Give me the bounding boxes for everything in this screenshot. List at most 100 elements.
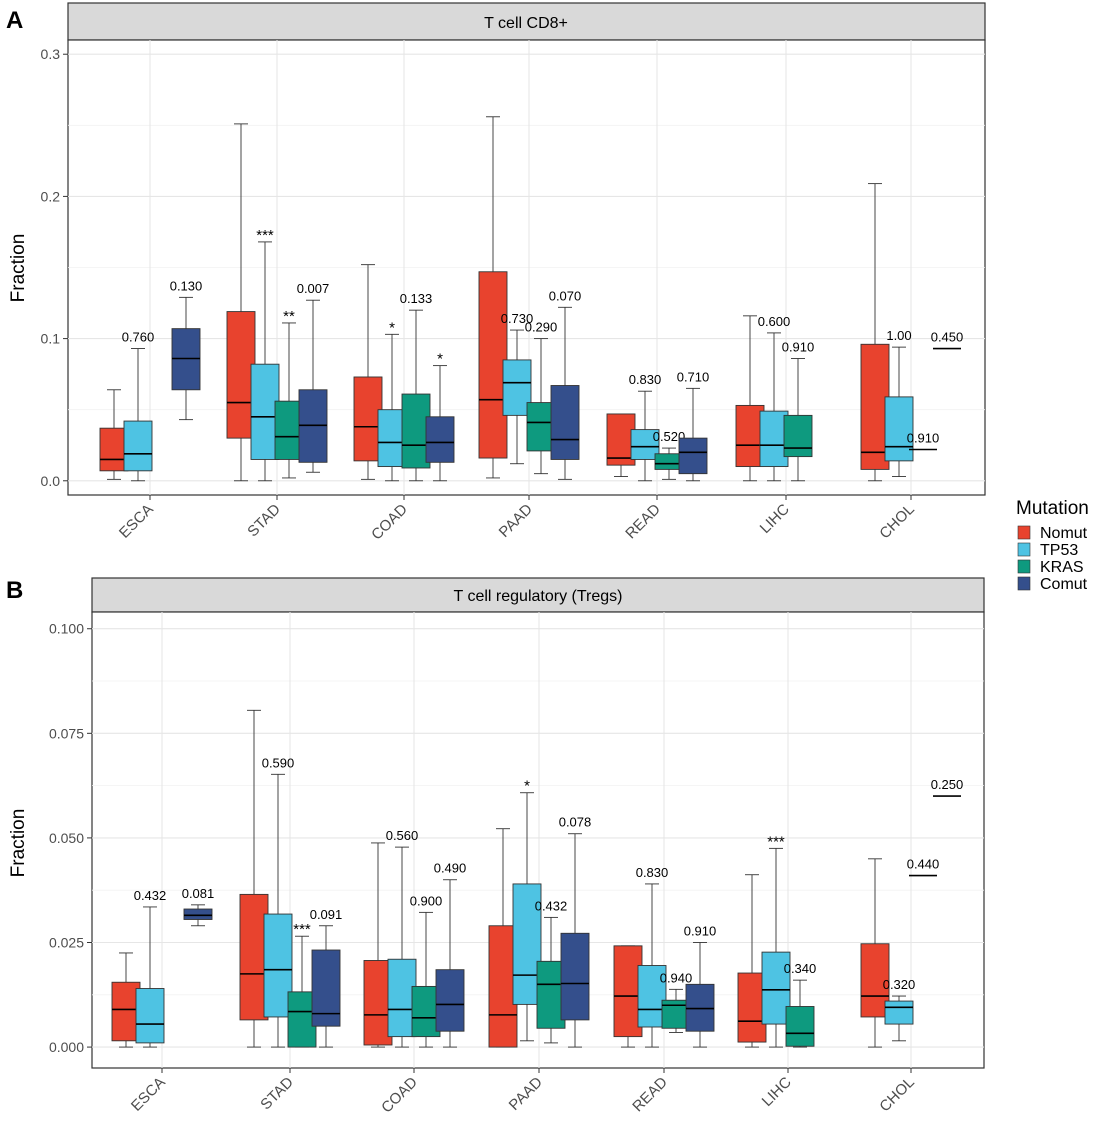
box-paad-comut: 0.078 — [559, 815, 592, 1048]
p-value-label: 0.910 — [907, 431, 940, 446]
x-tick-label-read: READ — [629, 1074, 671, 1116]
box-coad-tp53: 0.560 — [386, 828, 418, 1048]
iqr-box — [263, 913, 293, 1018]
box-stad-tp53: 0.590 — [262, 755, 294, 1048]
p-value-label: 0.091 — [310, 907, 343, 922]
legend-label: KRAS — [1040, 559, 1084, 576]
iqr-box — [613, 945, 643, 1038]
iqr-box — [183, 908, 213, 920]
iqr-box — [735, 404, 765, 468]
p-value-label: 1.00 — [886, 328, 911, 343]
iqr-box — [425, 416, 455, 463]
y-tick-label: 0.025 — [49, 934, 84, 950]
x-tick-label-chol: CHOL — [876, 501, 917, 542]
box-stad-kras: *** — [287, 921, 317, 1048]
p-value-label: *** — [767, 833, 785, 850]
box-read-kras: 0.940 — [660, 970, 693, 1033]
iqr-box — [606, 413, 636, 466]
legend-label: TP53 — [1040, 542, 1078, 559]
box-lihc-tp53: *** — [761, 833, 791, 1048]
iqr-box — [111, 981, 141, 1042]
p-value-label: 0.133 — [400, 291, 433, 306]
box-esca-tp53: 0.432 — [134, 888, 166, 1048]
p-value-label: 0.340 — [784, 961, 817, 976]
box-coad-nomut — [353, 264, 383, 480]
p-value-label: ** — [283, 308, 295, 325]
y-tick-label: 0.100 — [49, 621, 84, 637]
iqr-box — [860, 343, 890, 470]
iqr-box — [550, 385, 580, 460]
p-value-label: 0.760 — [122, 330, 155, 345]
panel-b-label: B — [6, 577, 23, 604]
legend-item-tp53: TP53 — [1017, 542, 1078, 559]
box-coad-nomut — [363, 842, 393, 1048]
p-value-label: * — [437, 351, 443, 368]
box-paad-tp53: * — [512, 778, 542, 1042]
panel-a-x-axis: ESCA STAD COAD PAAD READ LIHC CHOL — [116, 495, 918, 543]
iqr-box — [287, 991, 317, 1048]
p-value-label: 0.730 — [501, 311, 534, 326]
box-paad-nomut — [488, 828, 518, 1048]
box-lihc-nomut — [735, 315, 765, 482]
box-chol-tp53: 0.320 — [883, 977, 915, 1042]
box-paad-kras: 0.290 — [525, 320, 557, 475]
iqr-box — [311, 949, 341, 1027]
x-tick-label-stad: STAD — [244, 501, 284, 541]
panel-b: B T cell regulatory (Tregs) 0.0000.0250.… — [6, 577, 985, 1116]
x-tick-label-coad: COAD — [368, 501, 411, 544]
box-read-nomut — [613, 945, 643, 1048]
p-value-label: 0.130 — [170, 278, 203, 293]
iqr-box — [526, 402, 556, 452]
p-value-label: 0.910 — [684, 923, 717, 938]
iqr-box — [239, 893, 269, 1021]
box-read-tp53: 0.830 — [636, 865, 668, 1048]
p-value-label: 0.900 — [410, 893, 443, 908]
box-paad-nomut — [478, 116, 508, 479]
iqr-box — [785, 1006, 815, 1047]
iqr-box — [685, 983, 715, 1032]
iqr-box — [637, 965, 667, 1028]
x-tick-label-paad: PAAD — [506, 1074, 546, 1114]
iqr-box — [759, 410, 789, 468]
y-tick-label: 0.050 — [49, 830, 84, 846]
box-lihc-tp53: 0.600 — [758, 314, 790, 482]
p-value-label: 0.940 — [660, 970, 693, 985]
box-esca-tp53: 0.760 — [122, 330, 155, 482]
box-esca-comut: 0.081 — [182, 886, 214, 927]
iqr-box — [274, 400, 304, 460]
x-tick-label-esca: ESCA — [128, 1074, 169, 1115]
panel-b-y-label: Fraction — [8, 809, 29, 878]
legend-swatch — [1017, 559, 1031, 574]
iqr-box — [536, 960, 566, 1029]
box-chol-kras: 0.910 — [907, 431, 940, 451]
p-value-label: *** — [293, 921, 311, 938]
iqr-box — [630, 429, 660, 460]
x-tick-label-lihc: LIHC — [757, 501, 793, 537]
legend-label: Nomut — [1040, 525, 1088, 542]
iqr-box — [512, 883, 542, 1005]
iqr-box — [411, 985, 441, 1038]
panel-a: A T cell CD8+ 0.0 0.1 0.2 0.3 ESCA STAD COAD P… — [6, 2, 986, 543]
panel-a-boxes: 0.7600.130*****0.007*0.133*0.7300.2900.0… — [99, 116, 963, 482]
iqr-box — [377, 409, 407, 468]
panel-a-strip — [67, 2, 986, 41]
box-coad-kras: 0.900 — [410, 893, 443, 1048]
p-value-label: 0.078 — [559, 815, 592, 830]
legend-item-comut: Comut — [1017, 576, 1088, 593]
iqr-box — [435, 969, 465, 1032]
p-value-label: 0.520 — [653, 429, 686, 444]
iqr-box — [488, 925, 518, 1048]
box-lihc-kras: 0.910 — [782, 340, 814, 482]
p-value-label: 0.250 — [931, 777, 964, 792]
p-value-label: 0.490 — [434, 861, 467, 876]
box-chol-comut: 0.450 — [931, 330, 963, 350]
p-value-label: 0.440 — [907, 857, 940, 872]
p-value-label: 0.710 — [677, 369, 710, 384]
x-tick-label-esca: ESCA — [116, 501, 157, 542]
y-tick-label: 0.0 — [41, 473, 61, 489]
x-tick-label-chol: CHOL — [876, 1074, 917, 1115]
box-paad-tp53: 0.730 — [501, 311, 534, 465]
legend-label: Comut — [1040, 576, 1088, 593]
